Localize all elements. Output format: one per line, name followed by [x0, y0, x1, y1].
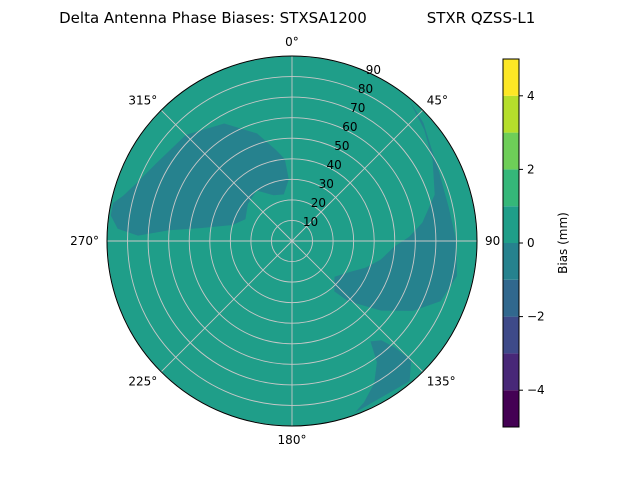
azimuth-tick-label-225: 225° [128, 375, 157, 389]
radial-tick-label-60: 60 [342, 120, 357, 134]
colorbar-level--3--2 [503, 316, 519, 354]
bias-region-se-pocket [354, 340, 412, 413]
colorbar: −4 −2 0 2 4 Bias (mm) [502, 58, 570, 428]
colorbar-level--1-0 [503, 243, 519, 280]
radial-tick-label-70: 70 [350, 101, 365, 115]
colorbar-tick-label-0: 0 [527, 236, 535, 250]
colorbar-level-3-4 [503, 95, 519, 133]
colorbar-level--5--4 [503, 390, 519, 427]
colorbar-level--4--3 [503, 353, 519, 391]
azimuth-tick-label-90: 90 [485, 234, 500, 248]
colorbar-level-2-3 [503, 132, 519, 170]
colorbar-ticks: −4 −2 0 2 4 [519, 89, 545, 397]
azimuth-gridline-45 [291, 109, 424, 242]
colorbar-level-1-2 [503, 169, 519, 207]
radial-tick-label-30: 30 [319, 177, 334, 191]
colorbar-tick-label--4: −4 [527, 383, 545, 397]
azimuth-tick-label-45: 45° [427, 93, 448, 107]
colorbar-tick-label-2: 2 [527, 162, 535, 176]
azimuth-tick-label-135: 135° [427, 375, 456, 389]
colorbar-level-4-5 [503, 59, 519, 96]
polar-tick-labels: 0° 45° 90 135° 180° 225° 270° 315° 10 20 30 40 50 60 7… [70, 35, 500, 447]
azimuth-tick-label-180: 180° [278, 433, 307, 447]
colorbar-level--2--1 [503, 279, 519, 317]
radial-tick-label-80: 80 [358, 82, 373, 96]
colorbar-levels [503, 59, 519, 427]
azimuth-gridline-225 [160, 240, 293, 373]
azimuth-tick-label-270: 270° [70, 234, 99, 248]
radial-tick-label-20: 20 [311, 196, 326, 210]
polar-plot: 0° 45° 90 135° 180° 225° 270° 315° 10 20 30 40 50 60 7… [70, 35, 500, 447]
colorbar-tick-label--2: −2 [527, 310, 545, 324]
radial-tick-label-50: 50 [334, 139, 349, 153]
azimuth-gridline-315 [160, 109, 293, 242]
polar-grid [106, 55, 478, 427]
radial-tick-label-90: 90 [366, 63, 381, 77]
colorbar-tick-label-4: 4 [527, 89, 535, 103]
radial-tick-label-10: 10 [303, 215, 318, 229]
colorbar-label: Bias (mm) [556, 212, 570, 274]
chart-title-left: Delta Antenna Phase Biases: STXSA1200 [59, 9, 367, 27]
colorbar-level-0-1 [503, 206, 519, 243]
bias-region-east-arc [334, 100, 457, 311]
polar-frame [106, 55, 478, 427]
azimuth-gridline-135 [291, 240, 424, 373]
azimuth-tick-label-0: 0° [285, 35, 299, 49]
azimuth-tick-label-315: 315° [128, 93, 157, 107]
chart-title-right: STXR QZSS-L1 [427, 9, 536, 27]
bias-region-nw-arc [110, 123, 289, 236]
radial-tick-label-40: 40 [327, 158, 342, 172]
